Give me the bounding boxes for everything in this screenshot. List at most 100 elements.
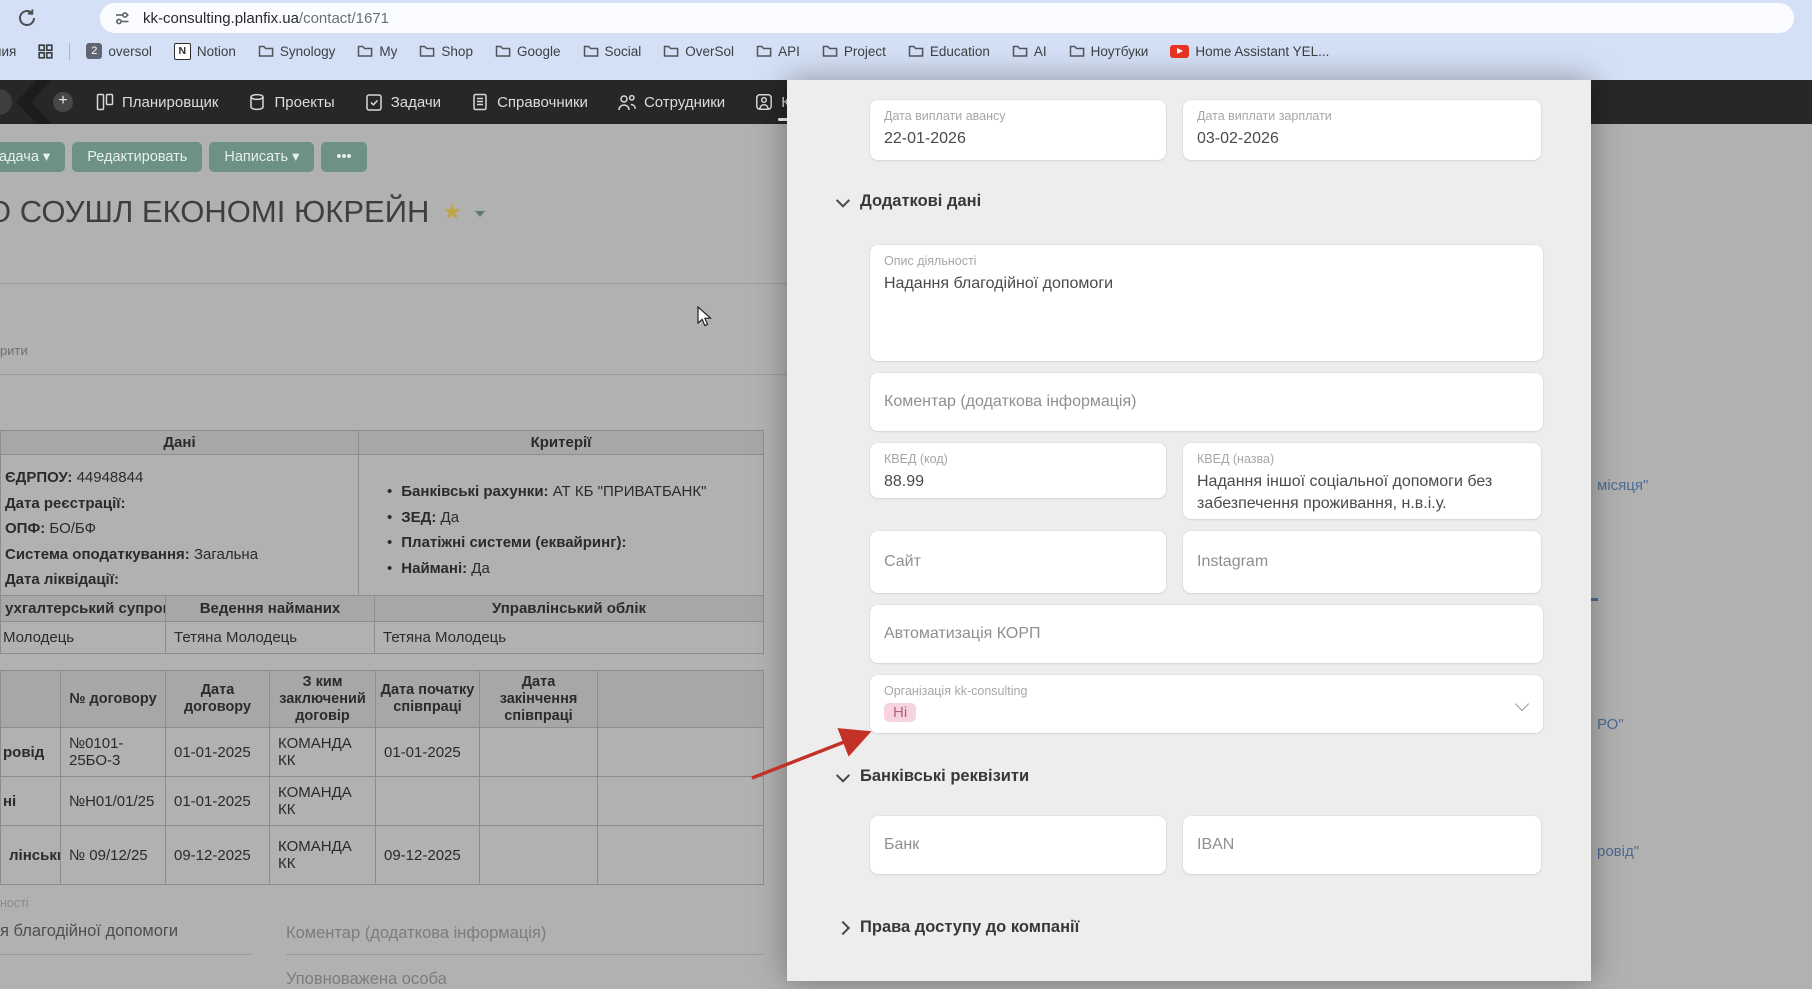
bookmark-folder-project[interactable]: Project <box>816 44 892 59</box>
mouse-cursor <box>697 306 713 327</box>
nav-item-directories[interactable]: Справочники <box>470 80 588 124</box>
kved-name-field[interactable]: КВЕД (назва) Надання іншої соціальної до… <box>1183 443 1541 519</box>
bookmarks-bar: ния 2 oversol N Notion Synology My Shop … <box>0 37 1812 65</box>
employees-icon <box>617 92 637 112</box>
bookmark-folder-notebooks[interactable]: Ноутбуки <box>1063 44 1155 59</box>
folder-icon <box>756 44 772 58</box>
kved-code-field[interactable]: КВЕД (код) 88.99 <box>870 443 1166 498</box>
bookmark-folder-ai[interactable]: AI <box>1006 44 1053 59</box>
reload-icon[interactable] <box>16 7 38 29</box>
bookmark-folder-social[interactable]: Social <box>577 44 648 59</box>
planner-icon <box>95 92 115 112</box>
site-field[interactable]: Сайт <box>870 531 1166 593</box>
bookmark-notion[interactable]: N Notion <box>168 42 242 60</box>
site-settings-icon[interactable] <box>114 10 131 27</box>
folder-icon <box>583 44 599 58</box>
write-button[interactable]: Написать ▾ <box>209 142 315 172</box>
advance-date-field[interactable]: Дата виплати авансу 22-01-2026 <box>870 100 1166 160</box>
bank-field[interactable]: Банк <box>870 816 1166 874</box>
bookmark-folder-google[interactable]: Google <box>489 44 567 59</box>
contacts-icon <box>754 92 774 112</box>
add-button[interactable]: + <box>53 92 73 112</box>
bookmark-folder-oversol[interactable]: OverSol <box>657 44 740 59</box>
link-fragment[interactable]: місяця" <box>1597 477 1649 494</box>
chevron-down-icon <box>835 193 851 208</box>
automation-field[interactable]: Автоматизація КОРП <box>870 605 1543 663</box>
table-row: лінський № 09/12/25 09-12-2025 КОМАНДА К… <box>0 825 764 885</box>
list-item: Банківські рахунки: АТ КБ "ПРИВАТБАНК" <box>369 479 753 505</box>
nav-item-employees[interactable]: Сотрудники <box>617 80 725 124</box>
folder-icon <box>495 44 511 58</box>
description-value-fragment[interactable]: я благодійної допомоги <box>0 922 179 940</box>
divider <box>69 42 71 60</box>
table-row: Система оподаткування: Загальна <box>5 545 259 563</box>
nav-item-planner[interactable]: Планировщик <box>95 80 218 124</box>
bookmark-folder-education[interactable]: Education <box>902 44 996 59</box>
table-row: Дата реєстрації: <box>5 494 126 512</box>
field-underline <box>286 954 764 955</box>
iban-field[interactable]: IBAN <box>1183 816 1541 874</box>
contracts-table: № договору Дата договору З ким заключени… <box>0 670 764 885</box>
bookmark-folder-my[interactable]: My <box>351 44 403 59</box>
bookmark-tab-group[interactable]: 2 oversol <box>80 43 158 59</box>
tab-group-badge: 2 <box>86 43 103 59</box>
link-fragment <box>1591 598 1598 601</box>
section-access-rights[interactable]: Права доступу до компанії <box>835 918 1543 937</box>
nav-item-projects[interactable]: Проекты <box>247 80 335 124</box>
comment-field[interactable]: Коментар (додаткова інформація) <box>870 373 1543 431</box>
favorite-star-icon[interactable]: ★ <box>442 199 463 224</box>
title-dropdown-icon[interactable] <box>475 211 486 217</box>
bookmark-folder-api[interactable]: API <box>750 44 806 59</box>
folder-icon <box>663 44 679 58</box>
section-bank-details[interactable]: Банківські реквізити <box>835 767 1543 786</box>
folder-icon <box>1012 44 1028 58</box>
table-row: ровід №0101-25БО-3 01-01-2025 КОМАНДА КК… <box>0 727 764 777</box>
folder-icon <box>822 44 838 58</box>
apps-grid-icon[interactable] <box>32 43 59 59</box>
description-field[interactable]: Опис діяльності Надання благодійної допо… <box>870 245 1543 361</box>
table-row: ні №Н01/01/25 01-01-2025 КОМАНДА КК <box>0 776 764 826</box>
contact-title: О СОУШЛ ЕКОНОМІ ЮКРЕЙН ★ <box>0 194 486 230</box>
cut-label: рити <box>0 343 28 358</box>
organization-select[interactable]: Організація kk-consulting Ні <box>870 675 1543 733</box>
annotation-arrow <box>751 728 872 780</box>
link-fragment[interactable]: РО" <box>1597 716 1624 733</box>
notion-icon: N <box>173 42 191 60</box>
salary-date-field[interactable]: Дата виплати зарплати 03-02-2026 <box>1183 100 1541 160</box>
list-item: ЗЕД: Да <box>369 505 753 531</box>
tasks-icon <box>364 92 384 112</box>
list-item: Наймані: Да <box>369 556 753 582</box>
contact-toolbar: адача ▾ Редактировать Написать ▾ ••• <box>0 142 367 172</box>
nav-item-tasks[interactable]: Задачи <box>364 80 441 124</box>
staff-table-header: Ведення найманих <box>165 595 375 622</box>
address-bar[interactable]: kk-consulting.planfix.ua/contact/1671 <box>100 3 1794 33</box>
url-text: kk-consulting.planfix.ua/contact/1671 <box>143 9 389 27</box>
directories-icon <box>470 92 490 112</box>
chevron-down-icon[interactable] <box>1514 696 1530 712</box>
youtube-icon <box>1170 44 1190 58</box>
task-button[interactable]: адача ▾ <box>0 142 66 172</box>
section-additional-data[interactable]: Додаткові дані <box>835 192 1543 211</box>
divider <box>0 283 787 284</box>
staff-table: ухгалтерський супровід Ведення найманих … <box>0 595 764 654</box>
bookmark-cut[interactable]: ния <box>0 43 17 59</box>
instagram-field[interactable]: Instagram <box>1183 531 1541 593</box>
info-table: Дані Критерії ЄДРПОУ: 44948844 Дата реєс… <box>0 430 764 610</box>
info-table-header: Критерії <box>358 430 764 455</box>
bookmark-folder-synology[interactable]: Synology <box>252 44 342 59</box>
table-row: Молодець Тетяна Молодець Тетяна Молодець <box>0 621 764 654</box>
collapse-menu-icon[interactable] <box>16 80 52 124</box>
edit-button[interactable]: Редактировать <box>72 142 203 172</box>
browser-chrome: kk-consulting.planfix.ua/contact/1671 ни… <box>0 0 1812 80</box>
divider <box>0 374 787 375</box>
comment-field-placeholder[interactable]: Коментар (додаткова інформація) <box>286 924 547 942</box>
staff-table-header: ухгалтерський супровід <box>0 595 166 622</box>
link-fragment[interactable]: ровід" <box>1597 843 1640 860</box>
folder-icon <box>908 44 924 58</box>
field-underline <box>0 954 252 955</box>
bookmark-folder-shop[interactable]: Shop <box>413 44 479 59</box>
folder-icon <box>419 44 435 58</box>
table-row: ОПФ: БО/БФ <box>5 520 97 537</box>
bookmark-youtube[interactable]: Home Assistant YEL... <box>1164 44 1335 59</box>
more-button[interactable]: ••• <box>321 142 367 172</box>
